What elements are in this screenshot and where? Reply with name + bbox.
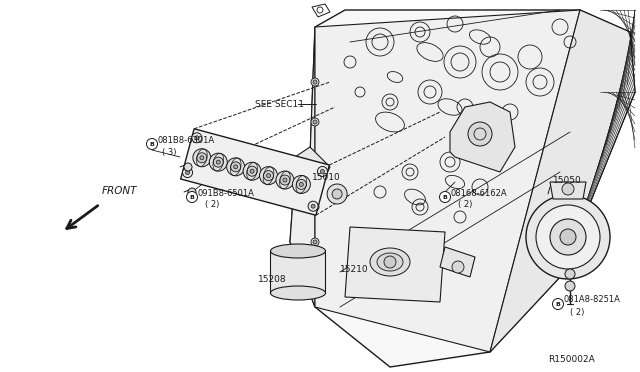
- Circle shape: [311, 168, 319, 176]
- Text: B: B: [150, 141, 154, 147]
- Circle shape: [264, 171, 273, 181]
- Circle shape: [311, 118, 319, 126]
- Text: 081A8-8251A: 081A8-8251A: [564, 295, 621, 305]
- Text: B: B: [189, 195, 195, 199]
- Circle shape: [213, 157, 223, 167]
- Circle shape: [536, 205, 600, 269]
- Circle shape: [313, 120, 317, 124]
- Circle shape: [250, 169, 254, 173]
- Text: ( 2): ( 2): [205, 199, 220, 208]
- Circle shape: [313, 80, 317, 84]
- Circle shape: [317, 166, 328, 176]
- Circle shape: [313, 170, 317, 174]
- Circle shape: [234, 165, 237, 169]
- Circle shape: [209, 153, 227, 171]
- Circle shape: [313, 240, 317, 244]
- Text: SEE SEC11: SEE SEC11: [255, 99, 304, 109]
- Ellipse shape: [377, 253, 403, 271]
- Circle shape: [327, 184, 347, 204]
- Circle shape: [332, 189, 342, 199]
- Circle shape: [243, 162, 261, 180]
- Text: R150002A: R150002A: [548, 355, 595, 364]
- Circle shape: [321, 169, 324, 173]
- Polygon shape: [450, 102, 515, 172]
- Text: 15050: 15050: [553, 176, 582, 185]
- Circle shape: [468, 122, 492, 146]
- Polygon shape: [440, 247, 475, 277]
- Circle shape: [562, 183, 574, 195]
- Polygon shape: [490, 10, 635, 352]
- Circle shape: [184, 163, 192, 171]
- Circle shape: [311, 238, 319, 246]
- Circle shape: [260, 167, 278, 185]
- Circle shape: [182, 167, 193, 177]
- Circle shape: [308, 201, 318, 211]
- Text: 081B8-6301A: 081B8-6301A: [158, 135, 215, 144]
- Circle shape: [384, 256, 396, 268]
- Circle shape: [192, 133, 202, 143]
- Circle shape: [452, 261, 464, 273]
- Circle shape: [186, 192, 198, 202]
- Circle shape: [193, 149, 211, 167]
- Text: 15210: 15210: [340, 266, 369, 275]
- Text: 08168-6162A: 08168-6162A: [451, 189, 508, 198]
- Circle shape: [313, 205, 317, 209]
- Ellipse shape: [271, 286, 326, 300]
- Text: ( 3): ( 3): [162, 148, 177, 157]
- Circle shape: [292, 176, 310, 193]
- Circle shape: [216, 160, 220, 164]
- Circle shape: [276, 171, 294, 189]
- Circle shape: [147, 138, 157, 150]
- Text: B: B: [556, 301, 561, 307]
- Circle shape: [560, 229, 576, 245]
- Text: ( 2): ( 2): [458, 199, 472, 208]
- Text: 091B8-6501A: 091B8-6501A: [198, 189, 255, 198]
- Circle shape: [565, 281, 575, 291]
- Circle shape: [552, 298, 563, 310]
- Polygon shape: [345, 227, 445, 302]
- Circle shape: [280, 175, 290, 185]
- Polygon shape: [290, 27, 315, 307]
- Ellipse shape: [370, 248, 410, 276]
- Text: FRONT: FRONT: [102, 186, 138, 196]
- Text: B: B: [443, 195, 447, 199]
- Polygon shape: [180, 129, 330, 215]
- Circle shape: [300, 182, 303, 186]
- Text: 15010: 15010: [312, 173, 340, 182]
- Circle shape: [197, 153, 207, 163]
- Circle shape: [266, 174, 271, 177]
- Circle shape: [550, 219, 586, 255]
- Text: ( 2): ( 2): [570, 308, 584, 317]
- Circle shape: [188, 188, 196, 196]
- Circle shape: [565, 269, 575, 279]
- Circle shape: [296, 179, 307, 189]
- Circle shape: [195, 136, 199, 140]
- Circle shape: [311, 203, 319, 211]
- Circle shape: [227, 158, 244, 176]
- Circle shape: [440, 192, 451, 202]
- Polygon shape: [290, 147, 330, 187]
- Polygon shape: [550, 182, 586, 199]
- Text: 15208: 15208: [258, 276, 287, 285]
- Circle shape: [186, 171, 189, 174]
- Circle shape: [247, 166, 257, 176]
- Circle shape: [200, 156, 204, 160]
- Circle shape: [230, 162, 241, 172]
- Ellipse shape: [271, 244, 326, 258]
- Circle shape: [526, 195, 610, 279]
- Circle shape: [311, 78, 319, 86]
- Circle shape: [311, 204, 315, 208]
- Polygon shape: [315, 10, 580, 352]
- Polygon shape: [290, 10, 635, 367]
- Polygon shape: [271, 251, 326, 293]
- Circle shape: [283, 178, 287, 182]
